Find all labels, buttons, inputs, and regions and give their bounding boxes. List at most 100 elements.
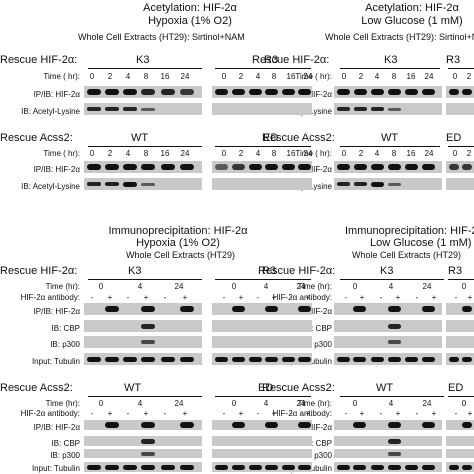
blot-strip (84, 103, 202, 115)
ib-cbp-label: IB: CBP (51, 324, 80, 333)
blot-band (180, 356, 194, 362)
time-value: 0 (221, 72, 227, 81)
hif-antibody-label: HIF-2α antibody: (20, 409, 80, 418)
antibody-sign: - (289, 293, 293, 302)
blot-band (141, 306, 155, 312)
group-ed-label: ED (448, 382, 464, 394)
blot-band (123, 356, 137, 362)
time-value: 8 (271, 149, 277, 158)
blot-band (388, 323, 401, 329)
group-ed-underline (448, 396, 474, 397)
group-wt-label: WT (124, 382, 142, 394)
time-value: 0 (98, 399, 104, 408)
blot-band (371, 164, 384, 170)
blot-band (405, 89, 418, 95)
hif-antibody-label: HIF-2α antibody: (20, 293, 80, 302)
blot-strip (334, 449, 442, 458)
group-ed-label: ED (446, 132, 462, 144)
rescue-hif-label: Rescue HIF-2α: (258, 265, 336, 277)
panel-title: Immunoprecipitation: HIF-2α (108, 225, 248, 237)
antibody-sign: - (344, 409, 348, 418)
ib-cbp-label: IB: CBP (303, 324, 332, 333)
time-value: 0 (341, 149, 347, 158)
blot-band (405, 164, 418, 170)
antibody-sign: - (415, 293, 419, 302)
blot-strip (212, 436, 312, 446)
blot-band (388, 356, 401, 362)
blot-band (215, 89, 228, 95)
blot-band (87, 182, 101, 186)
group-r3-underline (448, 68, 474, 69)
blot-band (282, 356, 295, 362)
input-tubulin-label: Input: Tubulin (31, 357, 80, 366)
time-value: 0 (89, 72, 95, 81)
time-value: 8 (143, 72, 149, 81)
blot-strip (446, 353, 474, 365)
blot-band (388, 89, 401, 95)
blot-band (180, 306, 194, 312)
blot-strip (212, 161, 312, 173)
time-value: 16 (286, 149, 296, 158)
panel-subtitle: Whole Cell Extracts (HT29) (126, 250, 236, 260)
blot-strip (84, 436, 202, 446)
blot-band (353, 356, 366, 362)
blot-strip (84, 462, 202, 472)
time-value: 24 (303, 149, 313, 158)
antibody-sign: + (359, 293, 365, 302)
blot-band (422, 164, 435, 170)
antibody-sign: + (305, 293, 311, 302)
blot-strip (84, 303, 202, 315)
blot-band (141, 323, 155, 329)
time-value: 0 (341, 72, 347, 81)
ip-hif-label: IP/IB: HIF-2α (33, 423, 80, 432)
time-value: 2 (107, 149, 113, 158)
blot-band (180, 89, 194, 95)
time-label: Time (hr): (297, 399, 332, 408)
blot-band (353, 464, 366, 470)
antibody-sign: + (238, 409, 244, 418)
blot-strip (212, 86, 312, 98)
group-k3-underline (340, 68, 440, 69)
blot-strip (446, 436, 474, 446)
ip-hif-label: IP/IB: HIF-2α (33, 90, 80, 99)
time-value: 24 (424, 72, 434, 81)
blot-band (215, 464, 228, 470)
blot-band (405, 356, 418, 362)
blot-strip (334, 436, 442, 446)
blot-band (87, 356, 101, 362)
panel-condition: Hypoxia (1% O2) (148, 15, 232, 27)
blot-strip (212, 353, 312, 365)
ib-acetyl-label: IB: Acetyl-Lysine (21, 182, 80, 191)
blot-strip (334, 353, 442, 365)
time-value: 16 (406, 72, 416, 81)
blot-band (282, 89, 295, 95)
antibody-sign: - (90, 409, 94, 418)
time-value: 4 (125, 149, 131, 158)
blot-band (354, 182, 367, 186)
antibody-sign: + (305, 409, 311, 418)
blot-strip (334, 161, 442, 173)
blot-strip (84, 86, 202, 98)
blot-band (462, 306, 472, 312)
time-value: 24 (174, 399, 184, 408)
blot-band (215, 356, 228, 362)
time-value: 8 (391, 72, 397, 81)
time-value: 16 (160, 72, 170, 81)
blot-band (282, 164, 295, 170)
group-ed-label: ED (258, 382, 274, 394)
blot-band (87, 464, 101, 470)
blot-band (298, 306, 311, 312)
blot-band (371, 107, 384, 111)
blot-band (388, 451, 401, 456)
blot-band (354, 164, 367, 170)
blot-band (161, 89, 175, 95)
blot-band (180, 464, 194, 470)
blot-band (462, 356, 472, 362)
antibody-sign: - (90, 293, 94, 302)
time-value: 16 (286, 72, 296, 81)
time-value: 4 (137, 399, 143, 408)
panel-subtitle: Whole Cell Extracts (HT29): Sirtinol+NAM (78, 32, 245, 42)
blot-band (462, 164, 472, 170)
time-value: 4 (388, 399, 394, 408)
blot-band (232, 306, 245, 312)
